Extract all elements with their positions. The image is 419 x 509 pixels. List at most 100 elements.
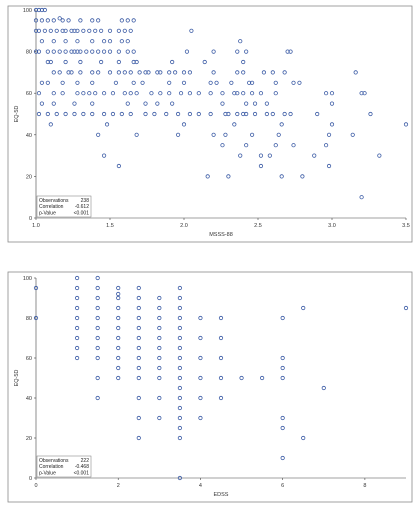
scatter-point bbox=[136, 285, 141, 291]
scatter-point bbox=[81, 111, 86, 117]
scatter-point bbox=[368, 111, 373, 117]
scatter-point bbox=[241, 111, 246, 117]
scatter-point bbox=[205, 174, 210, 179]
scatter-point bbox=[329, 122, 335, 127]
x-tick-label: 2.5 bbox=[254, 223, 262, 229]
scatter-point bbox=[39, 39, 45, 44]
scatter-point bbox=[95, 315, 100, 321]
scatter-point bbox=[280, 375, 285, 381]
scatter-point bbox=[116, 325, 121, 331]
scatter-point bbox=[177, 375, 182, 381]
scatter-point bbox=[157, 305, 162, 311]
stat-value: -0.468 bbox=[75, 464, 89, 470]
scatter-point bbox=[125, 49, 130, 54]
scatter-point bbox=[116, 59, 121, 65]
scatter-point bbox=[33, 7, 39, 13]
stat-label: Correlation bbox=[39, 464, 64, 470]
scatter-point bbox=[95, 355, 100, 361]
scatter-point bbox=[178, 91, 184, 96]
scatter-point bbox=[181, 80, 187, 85]
scatter-point bbox=[87, 28, 92, 33]
stat-label: p-Value bbox=[39, 210, 56, 216]
scatter-point bbox=[95, 345, 100, 351]
scatter-point bbox=[136, 395, 141, 401]
scatter-point bbox=[116, 285, 121, 291]
scatter-point bbox=[238, 39, 243, 44]
scatter-point bbox=[75, 91, 80, 96]
scatter-point bbox=[54, 111, 59, 117]
scatter-point bbox=[72, 28, 77, 33]
scatter-point bbox=[157, 345, 162, 351]
scatter-point bbox=[42, 7, 47, 13]
scatter-point bbox=[75, 28, 80, 33]
scatter-point bbox=[116, 28, 121, 33]
scatter-point bbox=[173, 70, 178, 75]
scatter-point bbox=[116, 375, 121, 381]
scatter-point bbox=[63, 39, 68, 44]
scatter-point bbox=[177, 315, 182, 321]
scatter-point bbox=[157, 395, 162, 401]
scatter-point bbox=[198, 355, 203, 361]
scatter-point bbox=[134, 59, 139, 65]
scatter-point bbox=[51, 49, 56, 54]
x-tick-label: 4 bbox=[199, 483, 202, 489]
scatter-point bbox=[158, 70, 163, 75]
scatter-point bbox=[84, 49, 89, 54]
scatter-point bbox=[90, 39, 95, 44]
scatter-point bbox=[33, 315, 39, 321]
scatter-point bbox=[350, 132, 355, 137]
scatter-point bbox=[177, 325, 182, 331]
scatter-point bbox=[90, 101, 95, 106]
scatter-point bbox=[223, 132, 228, 137]
scatter-point bbox=[264, 101, 269, 106]
scatter-point bbox=[110, 111, 116, 117]
scatter-point bbox=[90, 18, 95, 23]
scatter-point bbox=[136, 335, 141, 341]
scatter-point bbox=[238, 153, 243, 158]
scatter-point bbox=[143, 101, 148, 106]
stats-box bbox=[36, 455, 92, 478]
scatter-point bbox=[241, 91, 246, 96]
scatter-point bbox=[218, 355, 224, 361]
scatter-point bbox=[282, 70, 287, 75]
scatter-point bbox=[235, 111, 240, 117]
scatter-point bbox=[189, 28, 194, 33]
scatter-point bbox=[60, 28, 65, 33]
scatter-point bbox=[198, 415, 203, 421]
scatter-point bbox=[280, 365, 285, 371]
scatter-point bbox=[96, 132, 101, 137]
scatter-point bbox=[90, 70, 95, 75]
scatter-point bbox=[63, 28, 68, 33]
scatter-point bbox=[264, 111, 269, 117]
scatter-point bbox=[279, 174, 284, 179]
scatter-point bbox=[252, 111, 258, 117]
scatter-point bbox=[107, 28, 113, 33]
scatter-point bbox=[279, 122, 284, 127]
scatter-point bbox=[282, 111, 287, 117]
scatter-point bbox=[187, 91, 193, 96]
scatter-point bbox=[157, 365, 162, 371]
y-tick-label: 100 bbox=[23, 8, 32, 14]
scatter-point bbox=[157, 355, 162, 361]
scatter-point bbox=[276, 132, 281, 137]
y-tick-label: 80 bbox=[26, 50, 32, 56]
scatter-point bbox=[362, 91, 367, 96]
scatter-point bbox=[211, 132, 216, 137]
scatter-point bbox=[93, 91, 98, 96]
scatter-point bbox=[95, 325, 100, 331]
scatter-point bbox=[218, 395, 224, 401]
scatter-point bbox=[261, 70, 267, 75]
scatter-point bbox=[75, 315, 80, 321]
scatter-point bbox=[202, 59, 207, 65]
scatter-point bbox=[48, 122, 53, 127]
scatter-point bbox=[258, 153, 264, 158]
scatter-point bbox=[312, 153, 317, 158]
scatter-point bbox=[177, 345, 182, 351]
scatter-point bbox=[39, 80, 45, 85]
scatter-point bbox=[96, 70, 101, 75]
scatter-point bbox=[66, 18, 71, 23]
scatter-point bbox=[187, 70, 193, 75]
scatter-point bbox=[136, 345, 141, 351]
scatter-point bbox=[107, 70, 113, 75]
scatter-point bbox=[81, 28, 86, 33]
